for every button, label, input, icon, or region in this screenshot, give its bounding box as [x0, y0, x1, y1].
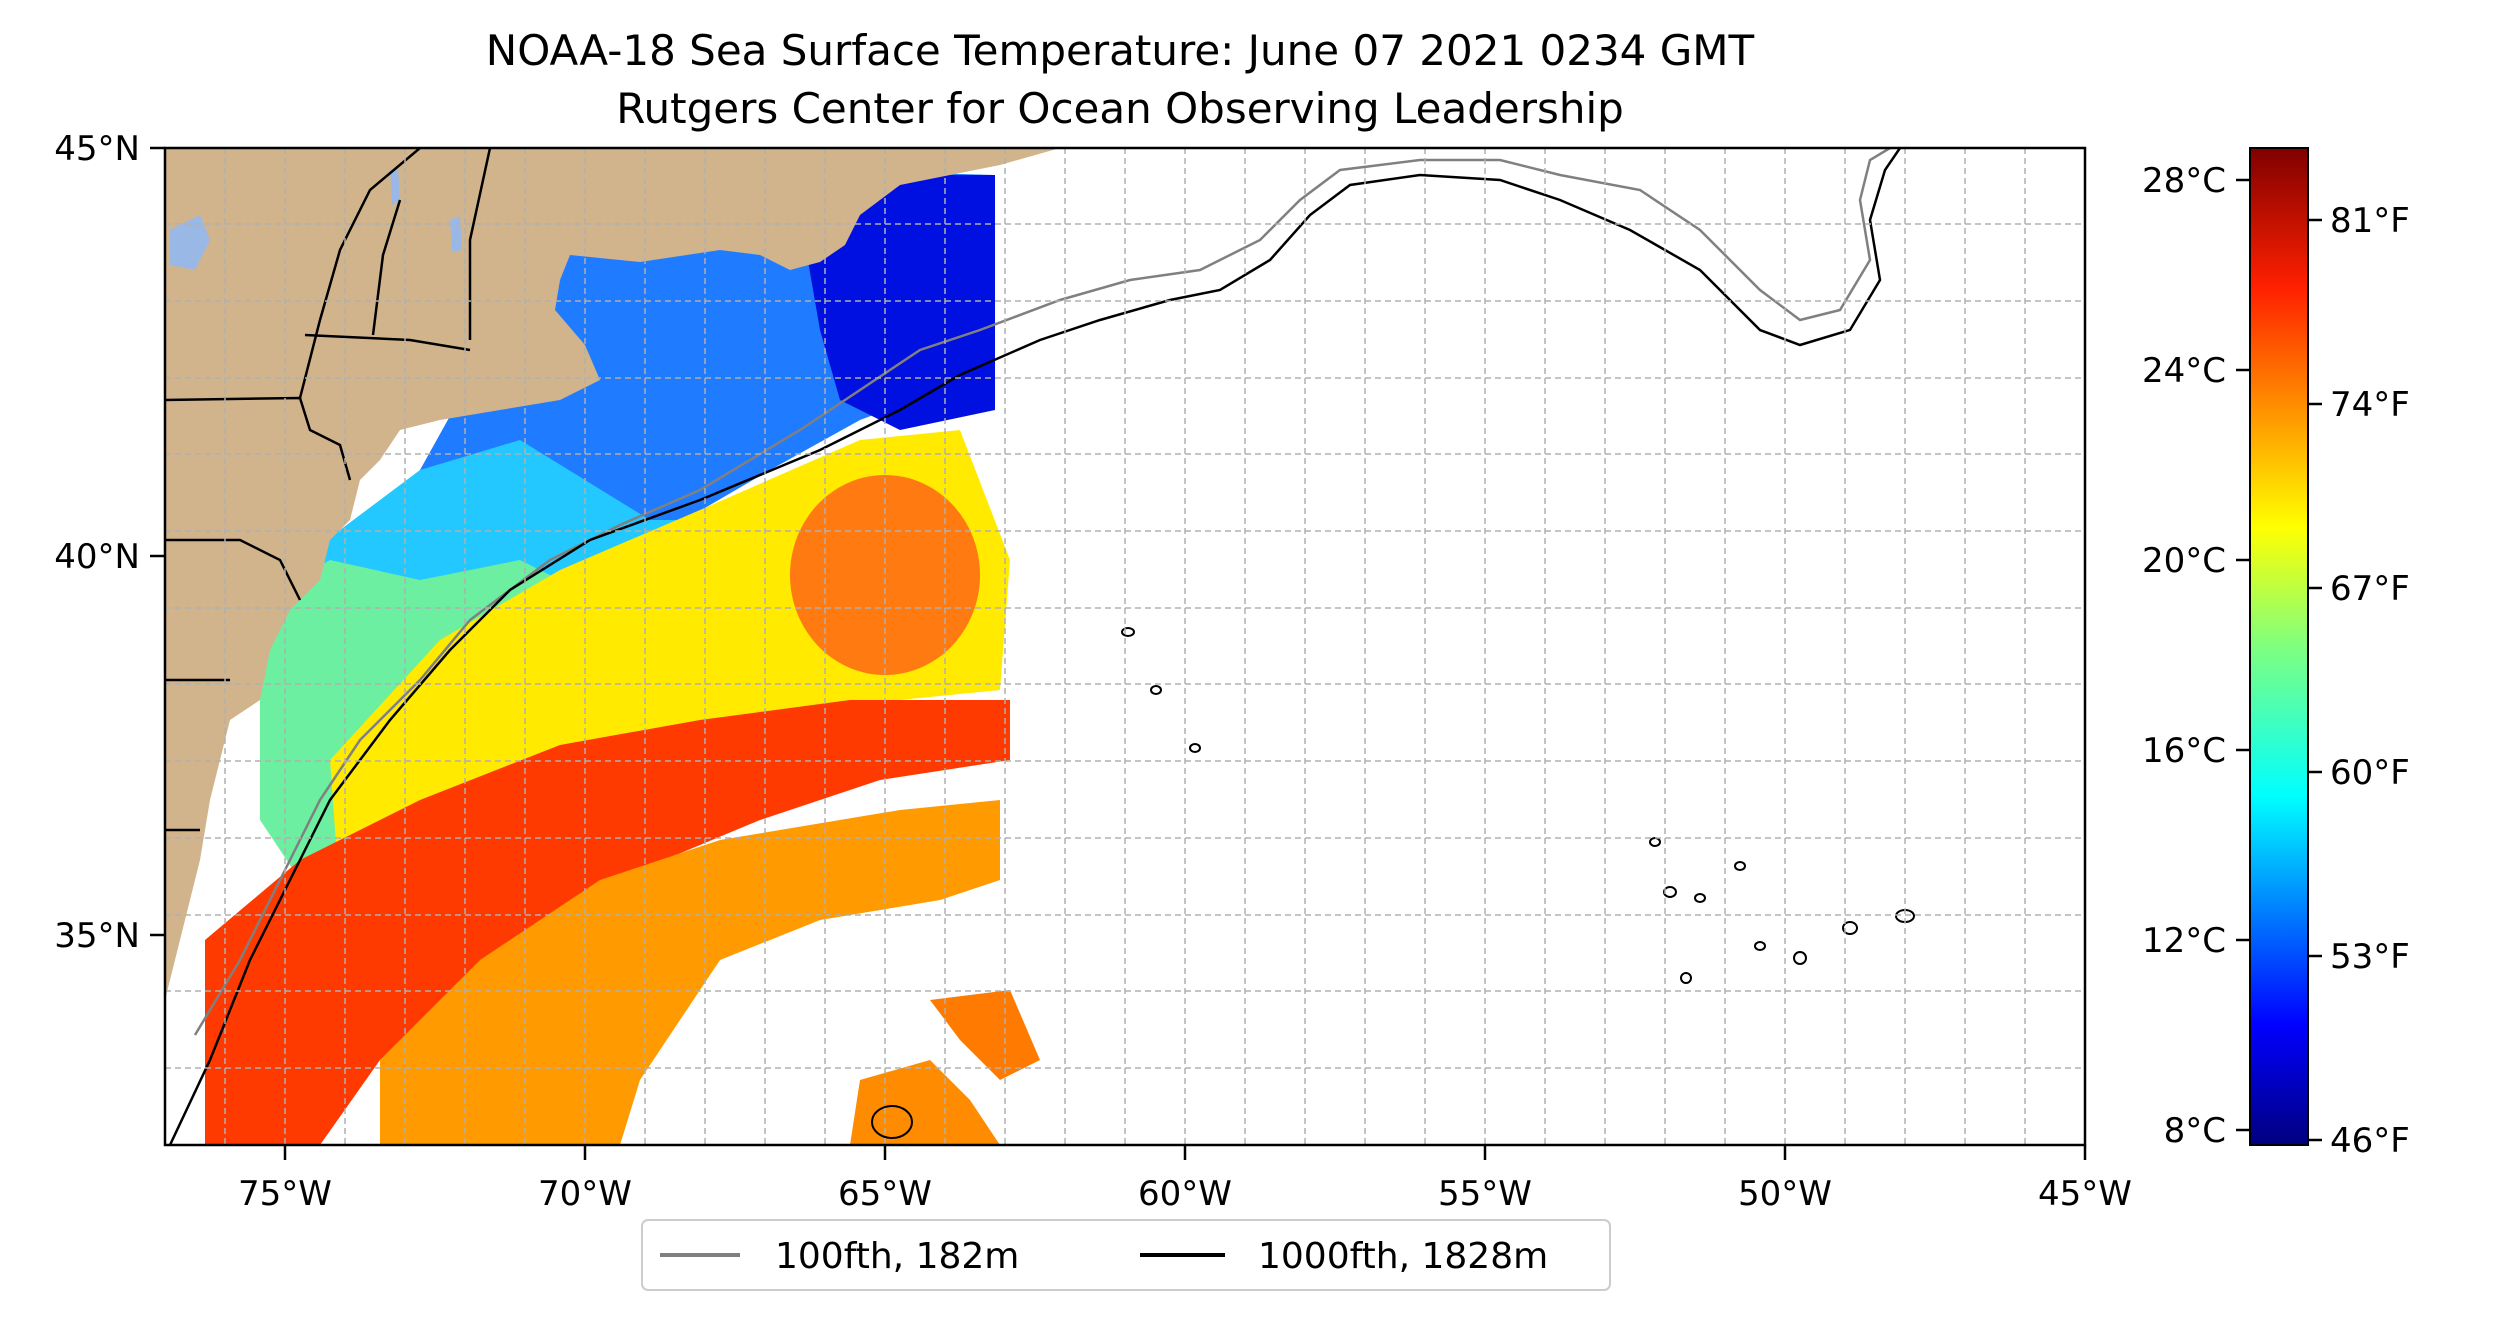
- colorbar-celsius-label: 12°C: [2142, 921, 2226, 961]
- sst-warm-core-ring: [790, 475, 980, 675]
- colorbar: [2249, 147, 2309, 1146]
- colorbar-fahrenheit-label: 67°F: [2330, 569, 2410, 609]
- chart-subtitle: Rutgers Center for Ocean Observing Leade…: [616, 84, 1624, 133]
- colorbar-celsius-label: 24°C: [2142, 351, 2226, 391]
- isobath-1000fth: [168, 148, 1902, 1145]
- colorbar-fahrenheit-label: 46°F: [2330, 1121, 2410, 1161]
- x-tick-label: 65°W: [838, 1174, 932, 1214]
- y-axis: [150, 146, 165, 937]
- legend-box: [641, 1219, 1611, 1291]
- map-frame: [163, 146, 2087, 1147]
- colorbar-celsius-label: 16°C: [2142, 731, 2226, 771]
- lake-2: [390, 168, 400, 205]
- x-axis: [283, 1145, 2087, 1160]
- land-mass: [165, 148, 1060, 1000]
- sst-scattered-warm-patch: [930, 990, 1040, 1080]
- colorbar-fahrenheit-label: 60°F: [2330, 753, 2410, 793]
- lake: [170, 215, 210, 270]
- sst-imagery: [205, 170, 1040, 1145]
- legend-label-1000fth: 1000fth, 1828m: [1258, 1236, 1548, 1277]
- colorbar-fahrenheit-label: 81°F: [2330, 201, 2410, 241]
- colorbar-celsius-label: 20°C: [2142, 541, 2226, 581]
- sst-south-warm-region: [380, 800, 1000, 1145]
- graticule: [165, 148, 2085, 1145]
- x-tick-label: 55°W: [1438, 1174, 1532, 1214]
- colorbar-ticks: [2236, 178, 2322, 1142]
- x-tick-label: 45°W: [2038, 1174, 2132, 1214]
- x-tick-label: 75°W: [238, 1174, 332, 1214]
- legend: 100fth, 182m 1000fth, 1828m: [641, 1219, 1611, 1291]
- chart-title: NOAA-18 Sea Surface Temperature: June 07…: [486, 26, 1755, 75]
- x-tick-label: 60°W: [1138, 1174, 1232, 1214]
- x-tick-label: 50°W: [1738, 1174, 1832, 1214]
- map-panel: [165, 148, 2085, 1145]
- legend-label-100fth: 100fth, 182m: [775, 1236, 1019, 1277]
- seamounts: [871, 627, 1915, 1139]
- sst-very-cold-region: [800, 175, 995, 430]
- y-tick-label: 40°N: [54, 537, 140, 577]
- y-tick-label: 35°N: [54, 916, 140, 956]
- colorbar-fahrenheit-label: 53°F: [2330, 937, 2410, 977]
- state-borders: [165, 148, 492, 832]
- lake-3: [450, 216, 462, 252]
- y-tick-label: 45°N: [54, 129, 140, 169]
- colorbar-fahrenheit-label: 74°F: [2330, 385, 2410, 425]
- colorbar-celsius-label: 28°C: [2142, 161, 2226, 201]
- x-tick-label: 70°W: [538, 1174, 632, 1214]
- sst-scattered-warm-patch-2: [850, 1060, 1000, 1145]
- colorbar-celsius-label: 8°C: [2164, 1111, 2226, 1151]
- isobath-100fth: [193, 148, 1891, 1036]
